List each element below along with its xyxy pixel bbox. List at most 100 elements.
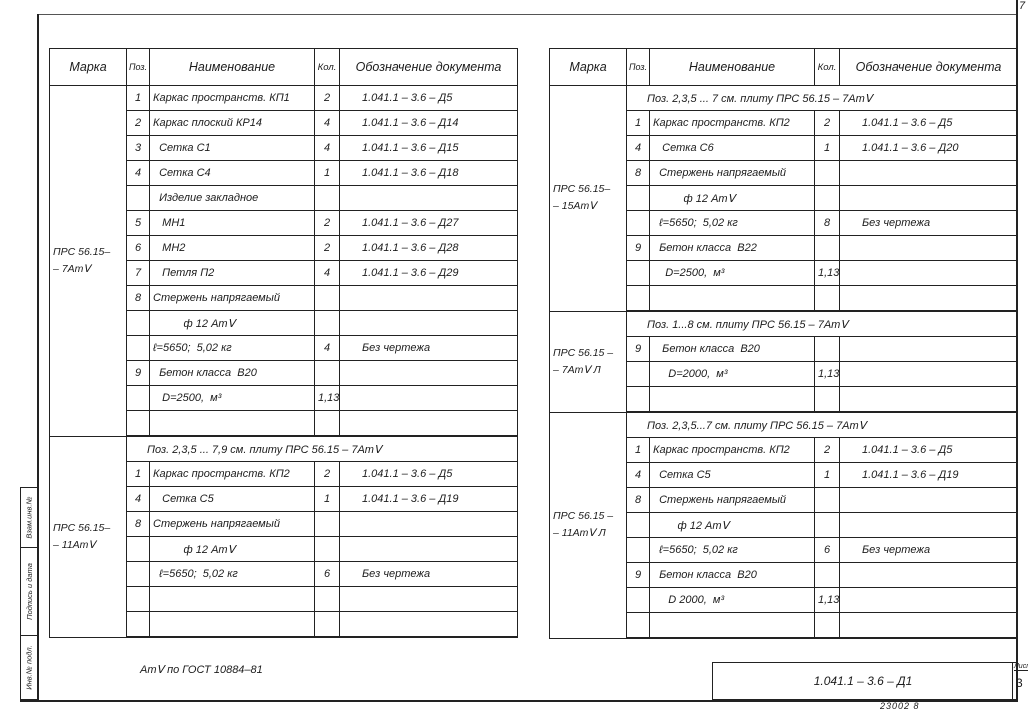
mark-cell: ПРС 56.15– – 15АтⅤ [549, 85, 627, 312]
pos-cell [126, 586, 150, 612]
table-row [550, 285, 1018, 312]
table-row: 9 Бетон класса В22 [550, 235, 1018, 261]
qty-cell: 1,13 [814, 260, 840, 286]
table-row: 9 Бетон класса В20 [550, 336, 1018, 362]
name-cell: ф 12 АтⅤ [149, 310, 315, 336]
name-cell: МН2 [149, 235, 315, 261]
name-cell: D=2500, м³ [149, 385, 315, 411]
qty-cell: 1,13 [314, 385, 340, 411]
pos-cell: 4 [626, 135, 650, 161]
qty-cell [814, 185, 840, 211]
qty-cell: 1 [814, 462, 840, 488]
table-row [50, 611, 518, 638]
header-row: Марка Поз. Наименование Кол. Обозначение док… [49, 48, 518, 86]
qty-cell: 4 [314, 260, 340, 286]
table-row [550, 386, 1018, 413]
sheet-box: Лист 3 [1012, 662, 1028, 700]
qty-cell [814, 386, 840, 413]
pos-cell [126, 536, 150, 562]
qty-cell: 1 [314, 486, 340, 512]
qty-cell [814, 612, 840, 639]
pos-cell: 7 [126, 260, 150, 286]
table-row: D=2000, м³ 1,13 [550, 361, 1018, 387]
table-row [50, 410, 518, 437]
pos-cell [626, 361, 650, 387]
pos-cell [126, 335, 150, 361]
qty-cell [814, 160, 840, 186]
table-row: 9 Бетон класса В20 [50, 360, 518, 386]
col-header-qty: Кол. [814, 48, 840, 86]
col-header-mark: Марка [549, 48, 627, 86]
pos-cell: 1 [626, 437, 650, 463]
col-header-name: Наименование [149, 48, 315, 86]
qty-cell: 6 [314, 561, 340, 587]
col-header-doc: Обозначение документа [339, 48, 518, 86]
table-row: 9 Бетон класса В20 [550, 562, 1018, 588]
header-row: Марка Поз. Наименование Кол. Обозначение док… [549, 48, 1018, 86]
frame-top-line [37, 14, 1017, 15]
name-cell: Каркас пространств. КП2 [149, 461, 315, 487]
qty-cell [314, 360, 340, 386]
qty-cell: 1 [814, 135, 840, 161]
doc-cell [839, 336, 1018, 362]
qty-cell [314, 410, 340, 437]
doc-cell [839, 487, 1018, 513]
table-row: ℓ=5650; 5,02 кг 6 Без чертежа [550, 537, 1018, 563]
qty-cell: 1 [314, 160, 340, 186]
name-cell: Сетка С1 [149, 135, 315, 161]
qty-cell [314, 185, 340, 211]
pos-cell: 6 [126, 235, 150, 261]
doc-cell: 1.041.1 – 3.6 – Д19 [839, 462, 1018, 488]
qty-cell [814, 512, 840, 538]
qty-cell [314, 611, 340, 638]
name-cell: Изделие закладное [149, 185, 315, 211]
name-cell [649, 285, 815, 312]
pos-cell: 5 [126, 210, 150, 236]
qty-cell: 2 [814, 437, 840, 463]
name-cell: Каркас плоский КР14 [149, 110, 315, 136]
doc-cell: 1.041.1 – 3.6 – Д5 [839, 110, 1018, 136]
name-cell: Стержень напрягаемый [149, 285, 315, 311]
doc-cell: 1.041.1 – 3.6 – Д19 [339, 486, 518, 512]
qty-cell: 2 [314, 85, 340, 111]
pos-cell: 9 [626, 235, 650, 261]
mark-cell: ПРС 56.15– – 7АтⅤ [49, 85, 127, 437]
name-cell: ф 12 АтⅤ [649, 185, 815, 211]
pos-cell: 1 [126, 461, 150, 487]
name-cell: Сетка С5 [149, 486, 315, 512]
note-cell: Поз. 1...8 см. плиту ПРС 56.15 – 7АтⅤ [626, 310, 1018, 337]
pos-cell: 8 [626, 160, 650, 186]
pos-cell [626, 512, 650, 538]
doc-cell: 1.041.1 – 3.6 – Д15 [339, 135, 518, 161]
pos-cell: 2 [126, 110, 150, 136]
qty-cell: 8 [814, 210, 840, 236]
qty-cell: 2 [314, 210, 340, 236]
name-cell: Бетон класса В20 [649, 562, 815, 588]
table-row: 7 Петля П2 4 1.041.1 – 3.6 – Д29 [50, 260, 518, 286]
mark-text: ПРС 56.15 – – 7АтⅤ Л [553, 346, 614, 376]
table-row: Изделие закладное [50, 185, 518, 211]
sheet-number: 3 [1016, 676, 1023, 690]
pos-cell: 4 [126, 160, 150, 186]
frame-left-line [37, 14, 39, 702]
name-cell [149, 586, 315, 612]
table-row: 4 Сетка С5 1 1.041.1 – 3.6 – Д19 [50, 486, 518, 512]
table-row: ПРС 56.15 – – 11АтⅤ Л Поз. 2,3,5...7 см. … [549, 411, 1018, 639]
qty-cell [314, 511, 340, 537]
note-cell: Поз. 2,3,5 ... 7 см. плиту ПРС 56.15 – 7… [626, 85, 1018, 111]
doc-cell [339, 285, 518, 311]
pos-cell [126, 410, 150, 437]
name-cell: Стержень напрягаемый [149, 511, 315, 537]
mark-cell: ПРС 56.15 – – 11АтⅤ Л [549, 411, 627, 639]
pos-cell: 8 [126, 511, 150, 537]
sheet-label: Лист [1014, 663, 1028, 671]
pos-cell [126, 611, 150, 638]
name-cell [649, 386, 815, 413]
mark-text: ПРС 56.15– – 15АтⅤ [553, 183, 611, 213]
doc-cell: 1.041.1 – 3.6 – Д5 [839, 437, 1018, 463]
doc-cell: 1.041.1 – 3.6 – Д28 [339, 235, 518, 261]
qty-cell [314, 536, 340, 562]
doc-cell [339, 511, 518, 537]
name-cell: Каркас пространств. КП2 [649, 437, 815, 463]
table-row: 8 Стержень напрягаемый [50, 511, 518, 537]
